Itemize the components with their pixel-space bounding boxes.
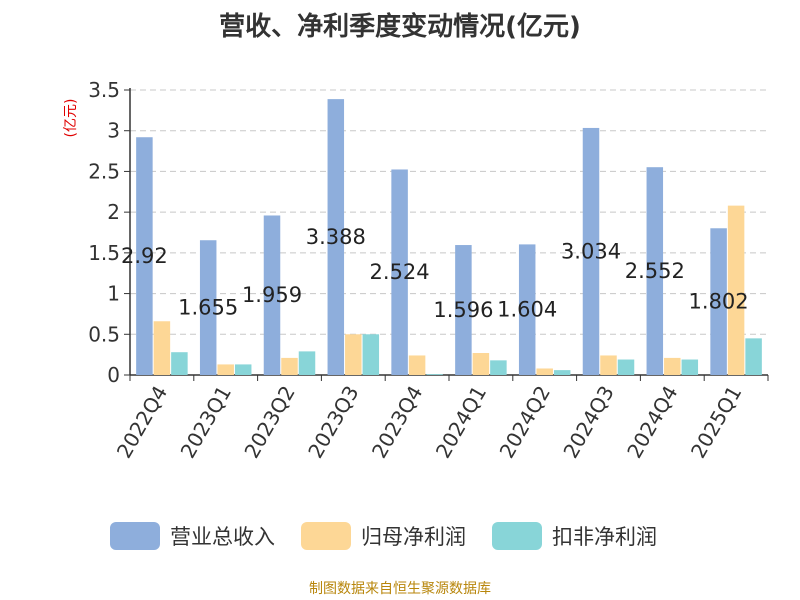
- bar: [426, 374, 443, 375]
- bar: [727, 205, 745, 375]
- y-tick-label: 0.5: [88, 322, 120, 346]
- y-tick-label: 1: [107, 282, 120, 306]
- bar: [136, 137, 153, 375]
- legend: 营业总收入 归母净利润 扣非净利润: [110, 522, 657, 550]
- bar: [710, 228, 727, 375]
- bar: [745, 338, 762, 375]
- bar: [455, 245, 472, 375]
- bar: [617, 359, 635, 375]
- y-axis-label: (亿元): [63, 99, 79, 138]
- bar: [490, 360, 507, 375]
- bar: [681, 359, 699, 375]
- data-label: 1.596: [433, 298, 493, 322]
- bar: [281, 357, 298, 375]
- y-tick-label: 2: [107, 200, 120, 224]
- x-tick-label: 2022Q4: [112, 382, 172, 463]
- footer-source: 制图数据来自恒生聚源数据库: [309, 581, 491, 597]
- bar: [600, 355, 617, 375]
- bar: [536, 368, 553, 375]
- bar: [345, 334, 362, 375]
- bar: [646, 167, 664, 375]
- legend-swatch: [301, 522, 351, 550]
- x-tick-label: 2024Q4: [622, 382, 682, 463]
- y-tick-label: 3: [107, 119, 120, 143]
- x-tick-label: 2025Q1: [686, 382, 746, 463]
- bar: [171, 352, 188, 375]
- bar: [362, 334, 380, 375]
- y-tick-label: 0: [107, 363, 120, 387]
- chart-title: 营收、净利季度变动情况(亿元): [219, 12, 581, 42]
- bar: [263, 215, 281, 375]
- bar: [217, 364, 234, 375]
- x-tick-label: 2024Q3: [558, 382, 618, 463]
- data-label: 2.92: [121, 244, 168, 268]
- bars: [136, 99, 762, 376]
- data-label: 1.802: [689, 290, 749, 314]
- data-label: 3.034: [561, 239, 621, 263]
- bar: [408, 355, 426, 375]
- data-label: 1.655: [178, 296, 238, 320]
- x-tick-label: 2024Q2: [495, 382, 555, 463]
- legend-label: 扣非净利润: [552, 525, 657, 549]
- bar: [391, 169, 408, 375]
- bar: [582, 127, 600, 376]
- bar: [234, 364, 252, 375]
- x-tick-label: 2024Q1: [431, 382, 491, 463]
- bar: [664, 357, 681, 375]
- x-tick-label: 2023Q3: [303, 382, 363, 463]
- x-tick-label: 2023Q4: [367, 382, 427, 463]
- data-label: 1.959: [242, 283, 302, 307]
- bar: [298, 351, 316, 375]
- legend-label: 归母净利润: [361, 525, 466, 549]
- x-tick-label: 2023Q1: [176, 382, 236, 463]
- legend-label: 营业总收入: [170, 525, 275, 549]
- bar: [153, 321, 171, 375]
- y-tick-label: 1.5: [88, 241, 120, 265]
- bar: [327, 99, 345, 376]
- data-label: 1.604: [497, 298, 557, 322]
- bar: [553, 370, 571, 375]
- x-tick-label: 2023Q2: [239, 382, 299, 463]
- y-tick-label: 2.5: [88, 159, 120, 183]
- bar: [518, 244, 536, 375]
- bar: [472, 353, 490, 375]
- legend-swatch: [492, 522, 542, 550]
- data-label: 2.552: [625, 259, 685, 283]
- data-label: 3.388: [306, 225, 366, 249]
- bar: [199, 240, 217, 375]
- data-label: 2.524: [370, 260, 430, 284]
- y-tick-label: 3.5: [88, 78, 120, 102]
- legend-swatch: [110, 522, 160, 550]
